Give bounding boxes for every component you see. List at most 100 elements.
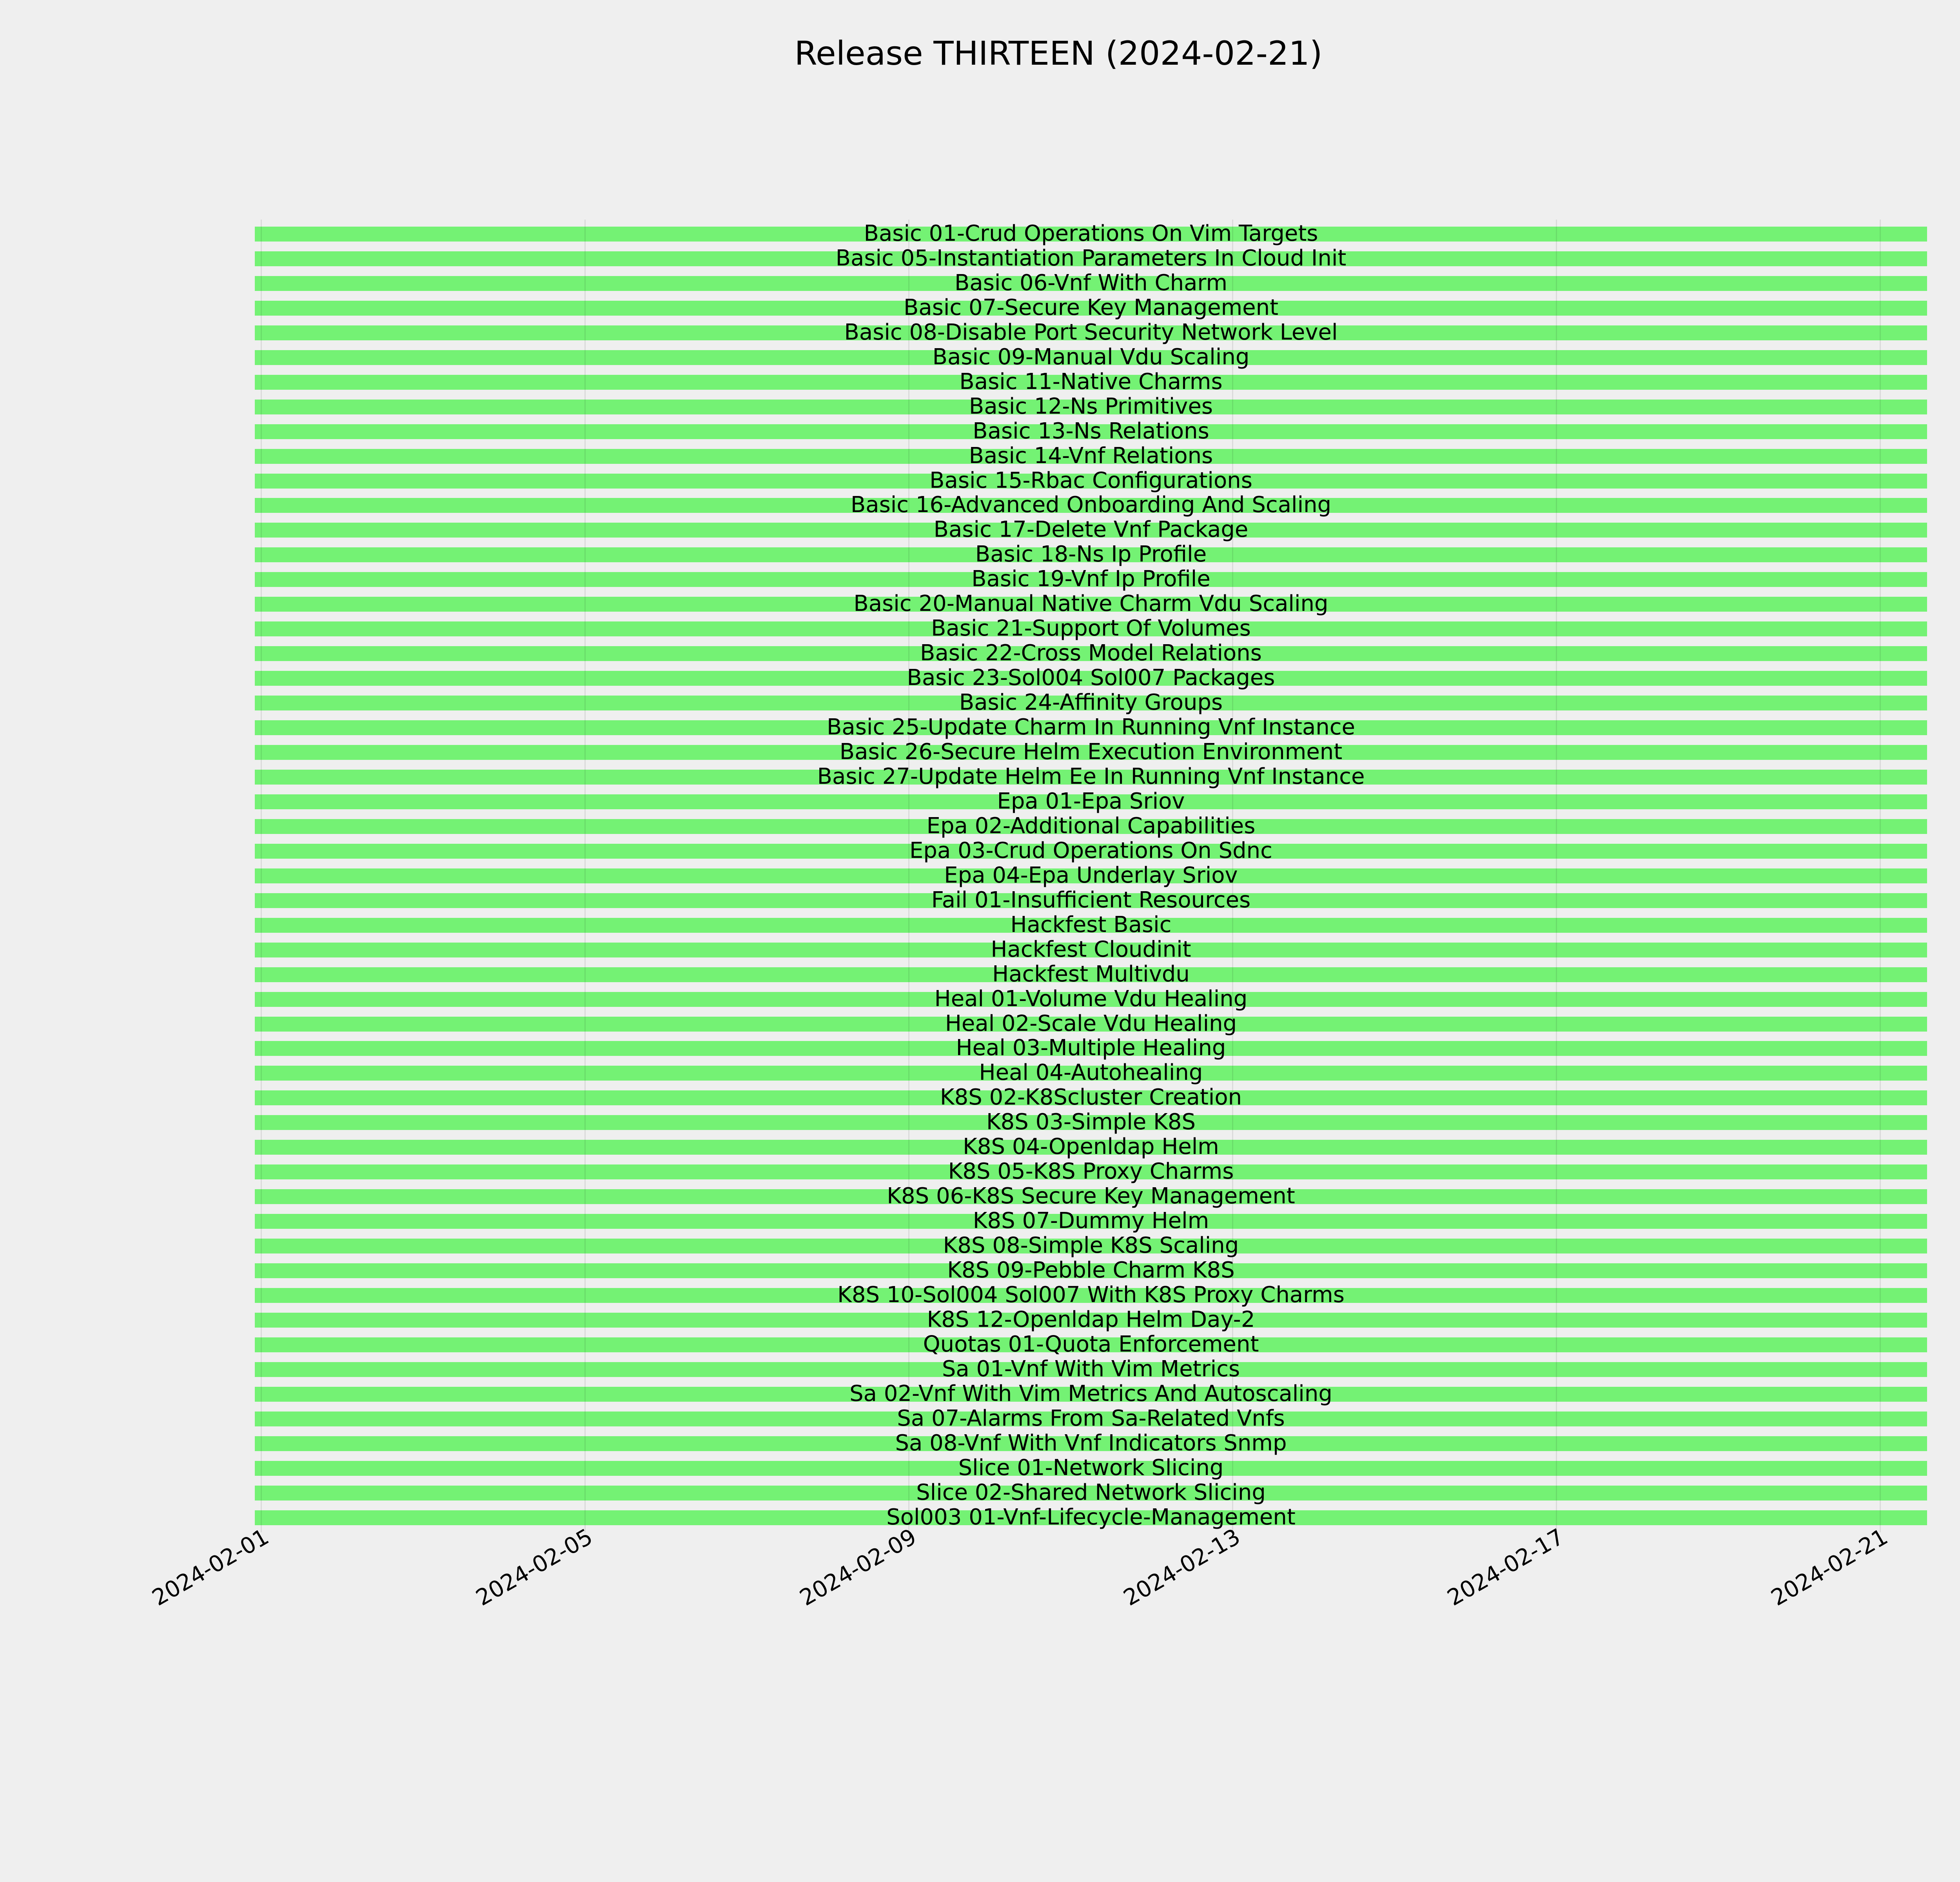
bar-label: Basic 24-Affinity Groups [959, 690, 1223, 716]
gantt-bar: Basic 21-Support Of Volumes [255, 616, 1927, 641]
bar-label: K8S 08-Simple K8S Scaling [943, 1233, 1239, 1259]
bar-label: Basic 20-Manual Native Charm Vdu Scaling [853, 591, 1328, 617]
bars-container: Basic 01-Crud Operations On Vim Targets B… [255, 223, 1927, 1528]
bar-label: Basic 17-Delete Vnf Package [933, 517, 1249, 543]
gantt-bar: Basic 11-Native Charms [255, 371, 1927, 392]
bar-label: Heal 03-Multiple Healing [956, 1035, 1226, 1061]
gantt-bar: Basic 01-Crud Operations On Vim Targets [255, 223, 1927, 245]
gantt-bar: Epa 02-Additional Capabilities [255, 815, 1927, 837]
gantt-bar: Basic 08-Disable Port Security Network L… [255, 321, 1927, 343]
bar-label: Basic 05-Instantiation Parameters In Clo… [835, 245, 1347, 271]
gantt-bar: Sol003 01-Vnf-Lifecycle-Management [255, 1506, 1927, 1528]
gantt-bar: K8S 04-Openldap Helm [255, 1136, 1927, 1158]
gantt-bar: Epa 04-Epa Underlay Sriov [255, 864, 1927, 886]
bar-label: Basic 18-Ns Ip Profile [975, 541, 1207, 567]
gantt-bar: Heal 01-Volume Vdu Healing [255, 988, 1927, 1010]
bar-label: Basic 22-Cross Model Relations [920, 640, 1262, 666]
bar-label: Basic 09-Manual Vdu Scaling [932, 344, 1250, 370]
bar-label: Basic 11-Native Charms [959, 369, 1223, 394]
bar-label: Basic 12-Ns Primitives [969, 393, 1213, 419]
gantt-bar: Basic 09-Manual Vdu Scaling [255, 346, 1927, 368]
gantt-bar: Slice 02-Shared Network Slicing [255, 1481, 1927, 1503]
x-tick-label: 2024-02-01 [148, 1524, 273, 1611]
bar-label: Sa 08-Vnf With Vnf Indicators Snmp [895, 1430, 1287, 1456]
gantt-bar: Heal 04-Autohealing [255, 1062, 1927, 1084]
gridline [1556, 220, 1557, 1532]
bar-label: Heal 04-Autohealing [979, 1060, 1203, 1086]
bar-label: K8S 04-Openldap Helm [963, 1134, 1219, 1160]
bar-label: Sa 07-Alarms From Sa-Related Vnfs [897, 1405, 1285, 1431]
bar-label: Heal 02-Scale Vdu Healing [945, 1010, 1237, 1036]
bar-label: Basic 21-Support Of Volumes [931, 616, 1251, 641]
bar-label: Epa 01-Epa Sriov [997, 788, 1185, 814]
bar-label: Basic 27-Update Helm Ee In Running Vnf I… [817, 763, 1365, 789]
bar-label: K8S 07-Dummy Helm [973, 1208, 1209, 1234]
bar-label: K8S 02-K8Scluster Creation [940, 1085, 1242, 1110]
gantt-bar: Hackfest Multivdu [255, 963, 1927, 985]
bar-label: Epa 04-Epa Underlay Sriov [944, 862, 1238, 888]
bar-label: Slice 02-Shared Network Slicing [916, 1479, 1266, 1505]
x-tick-label: 2024-02-13 [1119, 1524, 1245, 1611]
bar-label: Basic 26-Secure Helm Execution Environme… [839, 739, 1343, 765]
gantt-bar: Basic 20-Manual Native Charm Vdu Scaling [255, 593, 1927, 615]
bar-label: Basic 16-Advanced Onboarding And Scaling [850, 492, 1332, 518]
gantt-bar: K8S 12-Openldap Helm Day-2 [255, 1308, 1927, 1330]
gantt-bar: Hackfest Basic [255, 914, 1927, 936]
gridline [1232, 220, 1233, 1532]
gantt-bar: Hackfest Cloudinit [255, 938, 1927, 960]
gantt-bar: Basic 27-Update Helm Ee In Running Vnf I… [255, 765, 1927, 787]
bar-label: Fail 01-Insufficient Resources [931, 887, 1251, 913]
x-tick-label: 2024-02-05 [472, 1524, 597, 1611]
gantt-bar: K8S 06-K8S Secure Key Management [255, 1185, 1927, 1207]
gantt-bar: K8S 02-K8Scluster Creation [255, 1086, 1927, 1108]
gantt-bar: Sa 02-Vnf With Vim Metrics And Autoscali… [255, 1382, 1927, 1404]
bar-label: Hackfest Basic [1010, 912, 1172, 937]
bar-label: Epa 02-Additional Capabilities [926, 813, 1256, 839]
bar-label: K8S 10-Sol004 Sol007 With K8S Proxy Char… [837, 1282, 1345, 1308]
gantt-bar: Basic 16-Advanced Onboarding And Scaling [255, 494, 1927, 516]
gantt-bar: Sa 07-Alarms From Sa-Related Vnfs [255, 1407, 1927, 1429]
gantt-bar: Basic 22-Cross Model Relations [255, 642, 1927, 664]
gantt-bar: Basic 05-Instantiation Parameters In Clo… [255, 247, 1927, 269]
bar-label: K8S 09-Pebble Charm K8S [947, 1257, 1235, 1283]
bar-label: Basic 19-Vnf Ip Profile [971, 566, 1210, 592]
bar-label: Basic 25-Update Charm In Running Vnf Ins… [826, 714, 1356, 740]
bar-label: Basic 14-Vnf Relations [969, 443, 1213, 469]
gantt-bar: Basic 15-Rbac Configurations [255, 469, 1927, 491]
bar-label: Basic 06-Vnf With Charm [954, 270, 1227, 296]
gantt-bar: Basic 13-Ns Relations [255, 420, 1927, 442]
gantt-bar: Fail 01-Insufficient Resources [255, 889, 1927, 911]
gridline [908, 220, 909, 1532]
gantt-bar: Basic 18-Ns Ip Profile [255, 543, 1927, 565]
bar-label: Basic 07-Secure Key Management [903, 294, 1279, 320]
gantt-bar: Basic 25-Update Charm In Running Vnf Ins… [255, 716, 1927, 738]
gantt-bar: Basic 12-Ns Primitives [255, 395, 1927, 417]
x-tick-label: 2024-02-21 [1767, 1524, 1892, 1611]
bar-label: Basic 15-Rbac Configurations [929, 467, 1252, 493]
bar-label: Hackfest Multivdu [992, 961, 1190, 987]
gantt-bar: Basic 17-Delete Vnf Package [255, 519, 1927, 541]
bar-label: Sol003 01-Vnf-Lifecycle-Management [886, 1504, 1296, 1530]
bar-label: Basic 01-Crud Operations On Vim Targets [864, 221, 1318, 246]
gantt-bar: Sa 01-Vnf With Vim Metrics [255, 1358, 1927, 1380]
gantt-bar: K8S 03-Simple K8S [255, 1111, 1927, 1133]
bar-label: K8S 06-K8S Secure Key Management [887, 1183, 1295, 1209]
gantt-bar: Epa 03-Crud Operations On Sdnc [255, 839, 1927, 861]
gantt-bar: Basic 06-Vnf With Charm [255, 272, 1927, 294]
gantt-bar: Epa 01-Epa Sriov [255, 790, 1927, 812]
bar-label: Slice 01-Network Slicing [958, 1455, 1224, 1481]
gantt-bar: K8S 09-Pebble Charm K8S [255, 1259, 1927, 1281]
gantt-bar: Heal 03-Multiple Healing [255, 1037, 1927, 1059]
bar-label: Sa 02-Vnf With Vim Metrics And Autoscali… [849, 1381, 1332, 1406]
gantt-bar: Slice 01-Network Slicing [255, 1457, 1927, 1479]
bar-label: Sa 01-Vnf With Vim Metrics [942, 1356, 1240, 1382]
gantt-bar: K8S 10-Sol004 Sol007 With K8S Proxy Char… [255, 1284, 1927, 1306]
x-tick-label: 2024-02-09 [795, 1524, 921, 1611]
gridline [1880, 220, 1881, 1532]
gantt-bar: Sa 08-Vnf With Vnf Indicators Snmp [255, 1432, 1927, 1454]
gantt-bar: Basic 24-Affinity Groups [255, 692, 1927, 714]
gantt-bar: Basic 07-Secure Key Management [255, 296, 1927, 318]
bar-label: Epa 03-Crud Operations On Sdnc [909, 837, 1272, 863]
